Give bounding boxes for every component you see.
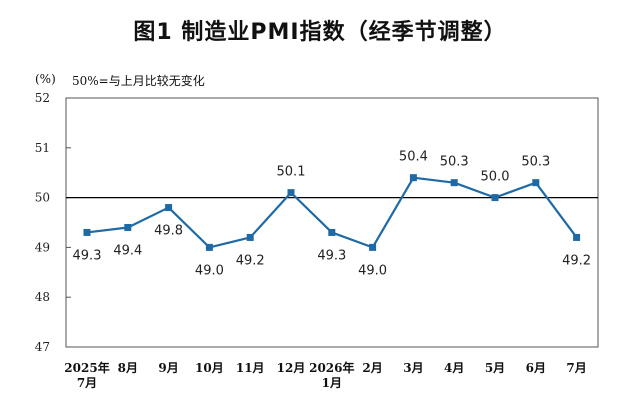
y-tick-label: 49 <box>35 240 50 254</box>
y-tick-label: 51 <box>35 141 50 155</box>
x-tick-label: 6月 <box>526 361 546 375</box>
data-point <box>246 233 254 241</box>
x-tick-label: 7月 <box>566 361 586 375</box>
x-tick-label: 9月 <box>158 361 178 375</box>
y-tick-label: 52 <box>35 91 50 105</box>
reference-note: 50%=与上月比较无变化 <box>72 74 205 88</box>
data-point <box>287 189 295 197</box>
data-point <box>369 243 377 251</box>
data-label: 49.2 <box>236 253 265 268</box>
x-tick-label: 4月 <box>444 361 464 375</box>
data-point <box>573 233 581 241</box>
data-labels: 49.3 49.4 49.8 49.0 49.2 50.1 49.3 49.0 50.4 50.3… <box>73 150 592 279</box>
x-tick-label: 7月 <box>77 376 97 390</box>
y-tick-label: 48 <box>35 290 50 304</box>
y-tick-label: 47 <box>35 340 50 354</box>
data-point <box>532 179 540 187</box>
data-point <box>328 228 336 236</box>
x-tick-label: 2月 <box>362 361 382 375</box>
data-label: 50.4 <box>399 150 428 165</box>
x-tick-label: 10月 <box>195 361 224 375</box>
data-label: 49.4 <box>113 243 142 258</box>
x-tick-label: 3月 <box>403 361 423 375</box>
data-label: 50.3 <box>440 155 469 170</box>
x-tick-label: 8月 <box>118 361 138 375</box>
data-point <box>409 174 417 182</box>
data-point <box>450 179 458 187</box>
data-label: 49.8 <box>154 224 183 239</box>
x-tick-label: 1月 <box>322 376 342 390</box>
data-label: 49.2 <box>562 253 591 268</box>
data-point <box>165 204 173 212</box>
x-tick-label: 2025年 <box>64 360 109 375</box>
chart-title: 图1 制造业PMI指数（经季节调整） <box>133 20 507 45</box>
data-point <box>491 194 499 202</box>
x-tick-label: 2026年 <box>309 360 354 375</box>
y-unit-label: (%) <box>35 72 56 86</box>
data-label: 50.0 <box>481 170 510 185</box>
data-label: 49.0 <box>195 263 224 278</box>
plot-frame <box>65 97 599 348</box>
x-tick-label: 5月 <box>485 361 505 375</box>
data-point <box>124 223 132 231</box>
data-label: 49.3 <box>73 248 102 263</box>
y-tick-label: 50 <box>35 191 50 205</box>
data-label: 50.1 <box>277 165 306 180</box>
data-label: 49.3 <box>317 248 346 263</box>
data-points <box>83 174 581 251</box>
x-tick-label: 12月 <box>277 361 306 375</box>
data-point <box>205 243 213 251</box>
data-point <box>83 228 91 236</box>
data-label: 49.0 <box>358 263 387 278</box>
data-label: 50.3 <box>521 155 550 170</box>
x-tick-label: 11月 <box>236 361 265 375</box>
